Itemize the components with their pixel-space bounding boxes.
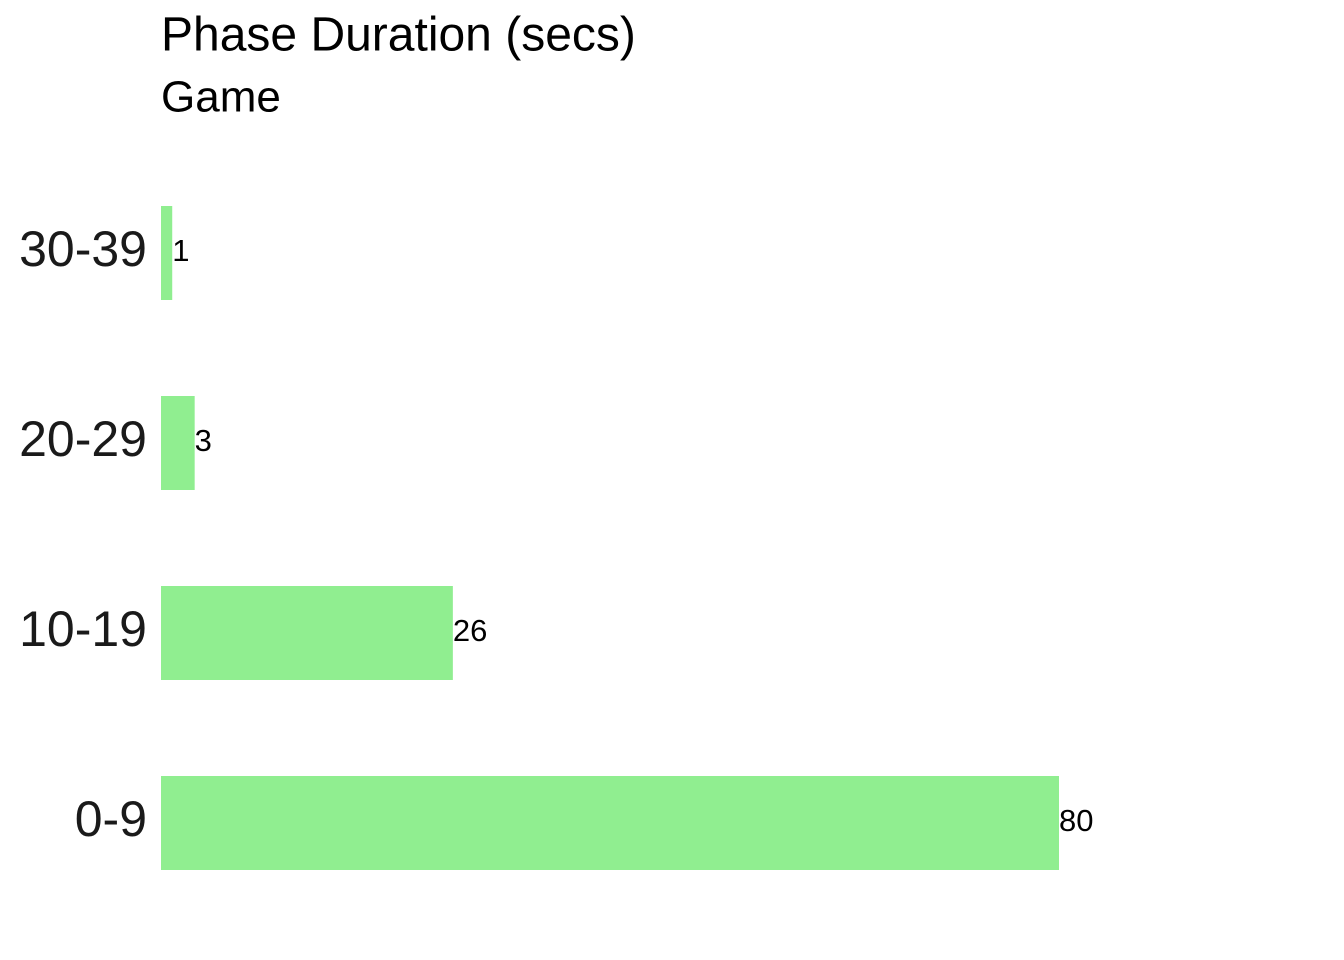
bar	[161, 206, 173, 300]
value-label: 3	[195, 423, 212, 458]
chart-title: Phase Duration (secs)	[161, 9, 636, 62]
value-label: 26	[453, 613, 487, 648]
value-label: 80	[1059, 803, 1093, 838]
value-label: 1	[172, 233, 189, 268]
y-tick-label: 10-19	[19, 601, 147, 657]
bar	[161, 396, 195, 490]
y-tick-label: 30-39	[19, 221, 147, 277]
bar	[161, 586, 453, 680]
y-tick-label: 0-9	[75, 791, 147, 847]
y-tick-label: 20-29	[19, 411, 147, 467]
bar	[161, 776, 1059, 870]
chart-subtitle: Game	[161, 73, 281, 122]
